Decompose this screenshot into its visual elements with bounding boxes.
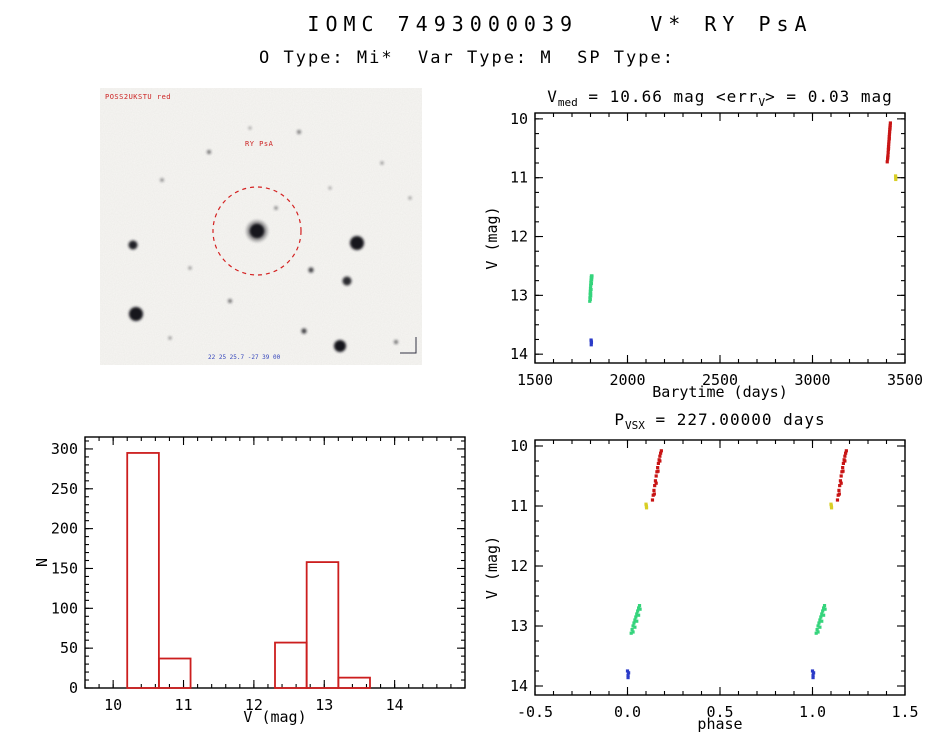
x-tick-label: 0.5	[706, 703, 733, 721]
page-title: IOMC 7493000039 V* RY PsA	[307, 12, 813, 36]
star	[301, 328, 307, 334]
star	[248, 126, 252, 130]
y-tick-label: 50	[60, 639, 78, 657]
x-tick-label: 1500	[517, 371, 553, 389]
y-tick-label: 11	[510, 497, 528, 515]
y-axis-label: N	[33, 558, 51, 567]
series-segment-1800-rise	[588, 274, 594, 303]
y-tick-label: 100	[51, 599, 78, 617]
histogram-plot: 10 11 12 13 14 0 50 100 150 200 250 300 V (mag) N	[30, 425, 475, 747]
lightcurve-canvas: 1500 2000 2500 3000 3500 10 11 12 13 14 Barytime (…	[483, 110, 923, 401]
x-tick-label: 0.0	[614, 703, 641, 721]
histogram-bar	[126, 452, 160, 689]
y-tick-label: 150	[51, 559, 78, 577]
y-tick-label: 300	[51, 440, 78, 458]
star	[168, 336, 172, 340]
histogram-bar	[305, 561, 340, 689]
star-field-image: POSS2UKSTU red RY PsA 22 25 25.7 -27 39 …	[100, 88, 422, 365]
star	[246, 220, 268, 242]
y-tick-label: 10	[510, 110, 528, 128]
y-tick-label: 13	[510, 617, 528, 635]
x-tick-label: 11	[174, 696, 192, 714]
star	[228, 299, 232, 303]
x-axis-label: V (mag)	[243, 708, 306, 726]
star	[297, 130, 301, 134]
y-tick-label: 12	[510, 557, 528, 575]
compass-mark-icon	[400, 337, 417, 354]
y-tick-label: 200	[51, 520, 78, 538]
x-tick-label: 1.5	[891, 703, 918, 721]
star	[129, 307, 143, 321]
x-axis-label: phase	[697, 715, 742, 733]
plot-frame	[534, 439, 906, 696]
series-phase-minimum	[625, 669, 816, 680]
phase-canvas: -0.5 0.0 0.5 1.0 1.5 10 11 12 13 14 phase V (mag)	[483, 437, 919, 733]
phase-title: PVSX = 227.00000 days	[614, 410, 826, 433]
x-tick-label: 10	[104, 696, 122, 714]
series-phase-rise-faint	[629, 604, 827, 635]
series-segment-1800-minimum	[589, 338, 594, 347]
lightcurve-plot: Vmed = 10.66 mag <errV> = 0.03 mag 1500 2…	[475, 85, 940, 415]
x-tick-label: 3500	[887, 371, 923, 389]
x-tick-label: 14	[386, 696, 404, 714]
star	[334, 340, 346, 352]
x-tick-label: 12	[245, 696, 263, 714]
series-segment-3400-rise	[885, 121, 892, 164]
phase-plot: PVSX = 227.00000 days -0.5 0.0 0.5 1.0 1.5 10…	[475, 410, 940, 747]
y-tick-label: 11	[510, 169, 528, 187]
x-tick-label: 3000	[794, 371, 830, 389]
finding-chart-coords-label: 22 25 25.7 -27 39 00	[208, 354, 281, 361]
star	[128, 240, 138, 250]
series-phase-rise-bright	[650, 449, 848, 502]
star	[350, 236, 364, 250]
lightcurve-title: Vmed = 10.66 mag <errV> = 0.03 mag	[547, 87, 893, 110]
star	[207, 150, 211, 154]
y-tick-label: 12	[510, 228, 528, 246]
finding-chart-survey-label: POSS2UKSTU red	[105, 93, 171, 101]
histogram-bar	[337, 676, 371, 689]
series-segment-3450-faint	[893, 174, 898, 182]
x-tick-label: 2500	[702, 371, 738, 389]
star	[408, 196, 412, 200]
star	[308, 267, 314, 273]
histogram-canvas: 10 11 12 13 14 0 50 100 150 200 250 300 V (mag) N	[33, 436, 466, 726]
histogram-bar	[274, 641, 308, 689]
y-tick-label: 14	[510, 677, 528, 695]
star	[380, 161, 384, 165]
star	[160, 178, 164, 182]
star	[188, 266, 192, 270]
finding-chart-target-label: RY PsA	[245, 140, 274, 148]
y-tick-label: 250	[51, 480, 78, 498]
stars-layer	[128, 126, 412, 352]
x-tick-label: -0.5	[517, 703, 553, 721]
star	[342, 276, 352, 286]
star	[328, 186, 332, 190]
series-phase-faint-11	[644, 502, 834, 510]
y-axis-label: V (mag)	[483, 206, 501, 269]
target-circle	[212, 186, 302, 276]
y-tick-label: 13	[510, 286, 528, 304]
y-axis-label: V (mag)	[483, 536, 501, 599]
x-tick-label: 1.0	[799, 703, 826, 721]
star	[274, 206, 278, 210]
x-axis-label: Barytime (days)	[652, 383, 787, 401]
histogram-bar	[157, 657, 192, 689]
star	[394, 340, 398, 344]
y-tick-label: 10	[510, 437, 528, 455]
page-subtitle: O Type: Mi* Var Type: M SP Type:	[259, 48, 675, 68]
plot-frame	[534, 112, 906, 364]
finding-chart: POSS2UKSTU red RY PsA 22 25 25.7 -27 39 …	[100, 88, 422, 365]
x-tick-label: 13	[315, 696, 333, 714]
y-tick-label: 0	[69, 679, 78, 697]
x-tick-label: 2000	[609, 371, 645, 389]
y-tick-label: 14	[510, 345, 528, 363]
